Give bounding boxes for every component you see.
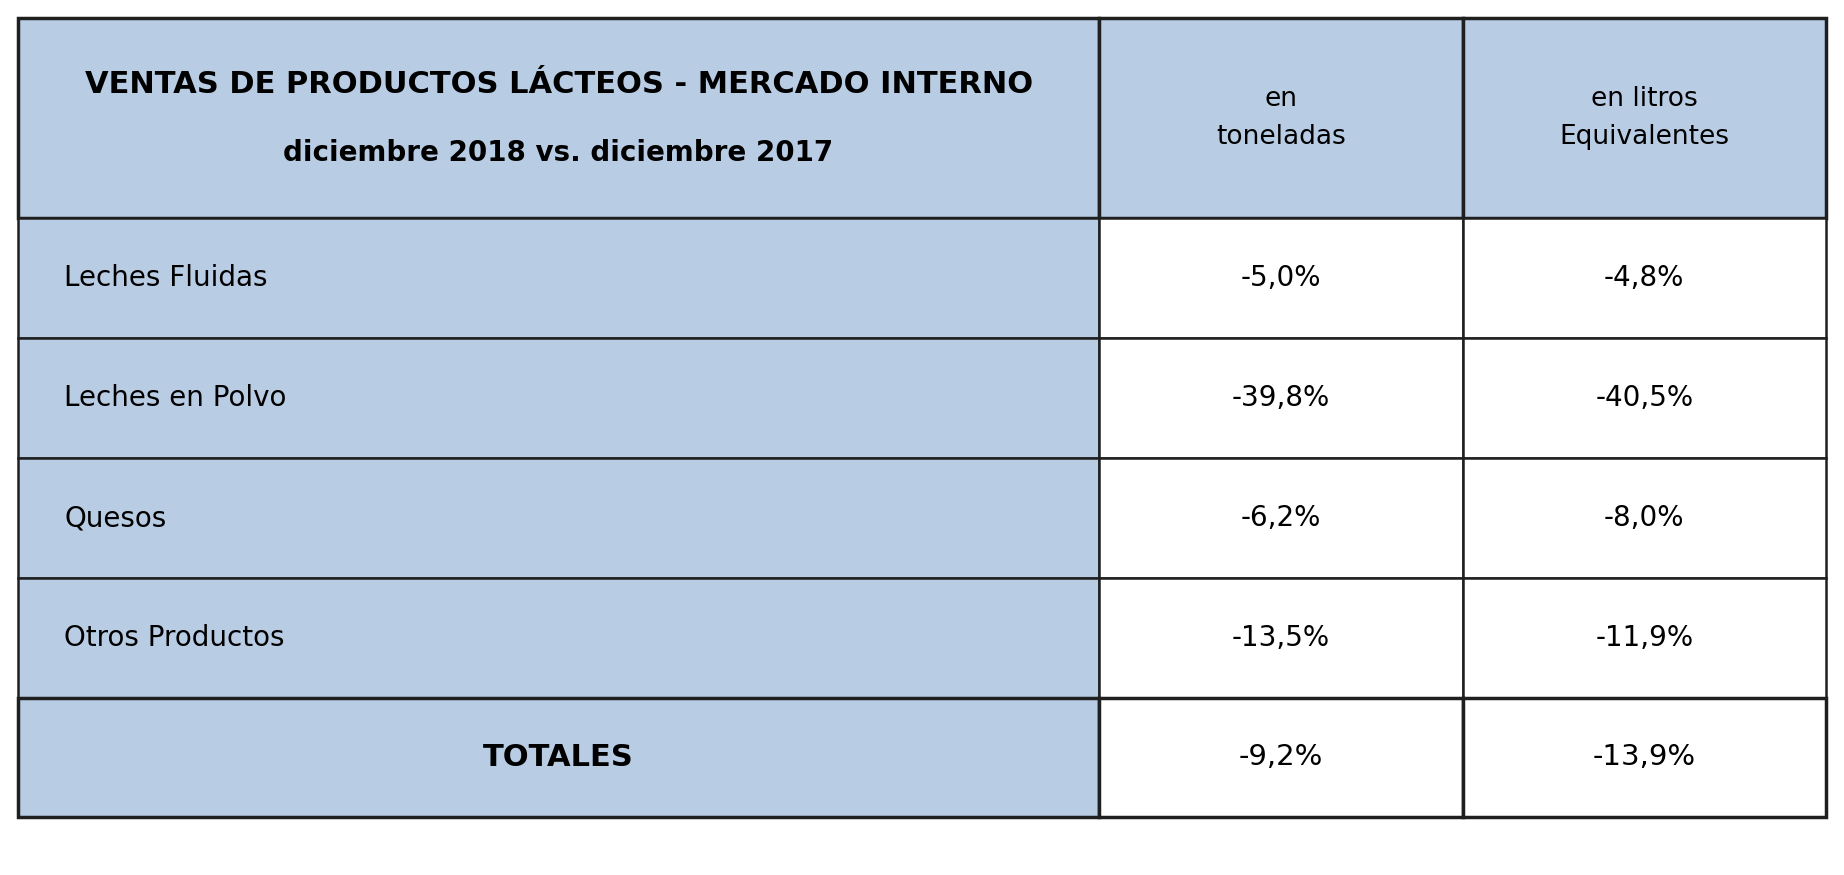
Bar [1462, 18, 1826, 218]
Bar [1462, 578, 1826, 698]
Bar [18, 218, 1099, 338]
Text: Leches Fluidas: Leches Fluidas [65, 264, 267, 292]
Bar [1099, 18, 1462, 218]
Text: -13,9%: -13,9% [1593, 744, 1696, 772]
Bar [1462, 698, 1826, 817]
Text: -11,9%: -11,9% [1595, 624, 1693, 652]
Text: Otros Productos: Otros Productos [65, 624, 284, 652]
Text: -39,8%: -39,8% [1232, 384, 1330, 412]
Bar [18, 18, 1099, 218]
Text: -5,0%: -5,0% [1241, 264, 1320, 292]
Text: VENTAS DE PRODUCTOS LÁCTEOS - MERCADO INTERNO: VENTAS DE PRODUCTOS LÁCTEOS - MERCADO IN… [85, 70, 1033, 99]
Bar [1099, 338, 1462, 458]
Text: -6,2%: -6,2% [1241, 504, 1320, 532]
Bar [18, 458, 1099, 578]
Text: Quesos: Quesos [65, 504, 166, 532]
Text: en litros
Equivalentes: en litros Equivalentes [1560, 86, 1730, 150]
Text: TOTALES: TOTALES [483, 743, 634, 772]
Bar [18, 578, 1099, 698]
Bar [1099, 578, 1462, 698]
Bar [18, 338, 1099, 458]
Text: -9,2%: -9,2% [1239, 744, 1324, 772]
Bar [1099, 698, 1462, 817]
Bar [18, 698, 1099, 817]
Text: Leches en Polvo: Leches en Polvo [65, 384, 286, 412]
Bar [1099, 458, 1462, 578]
Bar [1462, 338, 1826, 458]
Text: -8,0%: -8,0% [1604, 504, 1685, 532]
Bar [1462, 458, 1826, 578]
Text: -40,5%: -40,5% [1595, 384, 1693, 412]
Bar [1462, 218, 1826, 338]
Text: -13,5%: -13,5% [1232, 624, 1330, 652]
Text: en
toneladas: en toneladas [1215, 86, 1346, 150]
Bar [1099, 218, 1462, 338]
Text: -4,8%: -4,8% [1604, 264, 1684, 292]
Text: diciembre 2018 vs. diciembre 2017: diciembre 2018 vs. diciembre 2017 [284, 139, 833, 167]
